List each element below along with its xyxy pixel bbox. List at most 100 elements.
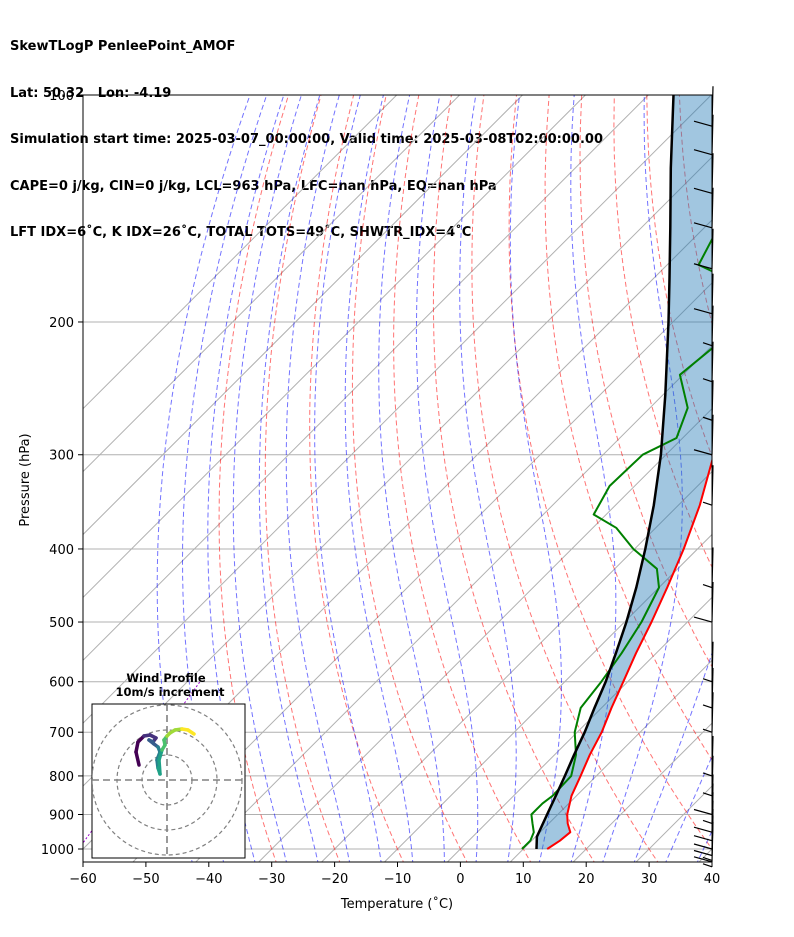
wind-barb-flag <box>693 856 713 863</box>
moist-adiabat <box>207 95 285 862</box>
guide-lines <box>83 95 794 865</box>
x-tick-label: 0 <box>456 872 464 887</box>
cape-cin-fill <box>536 95 712 849</box>
isotherm-gridline <box>83 95 649 662</box>
profile-lines <box>521 95 712 850</box>
x-tick-label: 30 <box>641 872 658 887</box>
isotherm-gridline <box>83 95 523 536</box>
dry-adiabat <box>393 95 532 862</box>
dry-adiabat <box>471 95 659 862</box>
wind-barb-staff <box>711 465 714 506</box>
isotherm-gridline <box>83 95 586 599</box>
wind-barb-half-flag <box>702 583 713 589</box>
wind-barb-half-flag <box>702 856 713 862</box>
inset-title: Wind Profile <box>126 671 206 685</box>
x-tick-label: −20 <box>321 872 348 887</box>
wind-barb-staff <box>711 692 714 733</box>
inset-subtitle: 10m/s increment <box>116 685 225 699</box>
y-tick-label: 400 <box>49 543 74 558</box>
title-station: SkewTLogP PenleePoint_AMOF <box>10 39 236 54</box>
y-tick-label: 900 <box>49 808 74 823</box>
wind-barb-flag <box>693 808 713 816</box>
moist-adiabat <box>156 95 251 862</box>
wind-barb-flag <box>693 843 713 850</box>
y-tick-label: 600 <box>49 676 74 691</box>
wind-barb-half-flag <box>702 704 713 709</box>
wind-barb-half-flag <box>702 342 713 347</box>
wind-barb <box>702 547 714 589</box>
inset-frame <box>91 703 246 859</box>
wind-barb-staff <box>711 228 714 269</box>
wind-barb <box>693 153 714 194</box>
wind-barb-staff <box>711 273 714 314</box>
parcel-profile-line <box>535 95 675 850</box>
wind-barb-half-flag <box>702 378 713 383</box>
wind-barb <box>693 582 714 623</box>
x-tick-label: 40 <box>704 872 721 887</box>
y-tick-label: 1000 <box>41 843 74 858</box>
wind-barb-flag <box>693 308 713 315</box>
isotherm-gridline <box>257 407 712 862</box>
wind-barb-staff <box>711 380 714 421</box>
hodograph-segment <box>157 758 162 776</box>
isotherm-gridline <box>83 95 712 724</box>
x-tick-label: 20 <box>578 872 595 887</box>
isotherm-gridline <box>132 282 712 862</box>
wind-barb <box>702 667 714 709</box>
wind-barb-flag <box>693 449 713 456</box>
dry-adiabat <box>646 95 712 458</box>
wind-barb-half-flag <box>702 819 713 825</box>
wind-barb-staff <box>711 86 714 127</box>
hodograph-segment <box>134 750 141 767</box>
moist-adiabat <box>665 755 712 862</box>
wind-barb <box>702 305 714 347</box>
moist-adiabat <box>602 95 683 862</box>
isotherm-gridline <box>572 722 712 862</box>
wind-barb <box>702 641 714 683</box>
moist-adiabat <box>314 95 382 862</box>
isotherm-gridline <box>83 95 460 473</box>
wind-barb <box>693 414 714 456</box>
chart-title-block: SkewTLogP PenleePoint_AMOF Lat: 50.32 Lo… <box>10 8 603 256</box>
dry-adiabat <box>745 95 794 865</box>
wind-barb-half-flag <box>702 678 713 683</box>
wind-barb <box>702 692 714 733</box>
isotherm-gridline <box>383 533 712 862</box>
wind-barb <box>702 735 714 777</box>
x-tick-label: 10 <box>515 872 532 887</box>
wind-profile-inset: Wind Profile 10m/s increment <box>91 671 246 859</box>
y-tick-label: 100 <box>49 89 74 104</box>
wind-barb-flag <box>693 222 713 229</box>
x-tick-label: −60 <box>69 872 96 887</box>
dry-adiabat <box>711 95 712 102</box>
wind-barbs <box>693 86 714 868</box>
moist-adiabat <box>378 95 445 862</box>
isotherm-gridline <box>446 596 712 862</box>
dry-adiabat <box>544 95 712 761</box>
wind-barb-staff <box>711 414 714 455</box>
y-tick-label: 200 <box>49 316 74 331</box>
y-axis: 1000 900 800 700 600 500 400 300 200 100 <box>41 89 83 858</box>
isotherm-gridline <box>759 95 794 865</box>
wind-barb-staff <box>711 582 714 623</box>
moist-adiabat <box>633 651 712 862</box>
isotherm-gridline <box>320 470 712 862</box>
x-axis-label: Temperature (˚C) <box>340 896 453 912</box>
wind-barb <box>693 228 714 270</box>
wind-barb-staff <box>711 641 714 682</box>
wind-barb-staff <box>711 547 714 588</box>
wind-barb-staff <box>711 153 714 194</box>
wind-barb-half-flag <box>702 501 713 506</box>
x-tick-label: −40 <box>195 872 222 887</box>
x-tick-label: −10 <box>384 872 411 887</box>
wind-barb-flag <box>693 835 713 842</box>
wind-barb <box>693 86 714 127</box>
wind-barb <box>693 273 714 315</box>
moist-adiabat <box>232 95 302 862</box>
y-tick-label: 300 <box>49 449 74 464</box>
moist-adiabat <box>344 95 414 862</box>
wind-barb-flag <box>693 120 713 127</box>
dry-adiabat <box>432 95 595 862</box>
y-axis-label: Pressure (hPa) <box>18 433 33 526</box>
y-tick-label: 800 <box>49 770 74 785</box>
